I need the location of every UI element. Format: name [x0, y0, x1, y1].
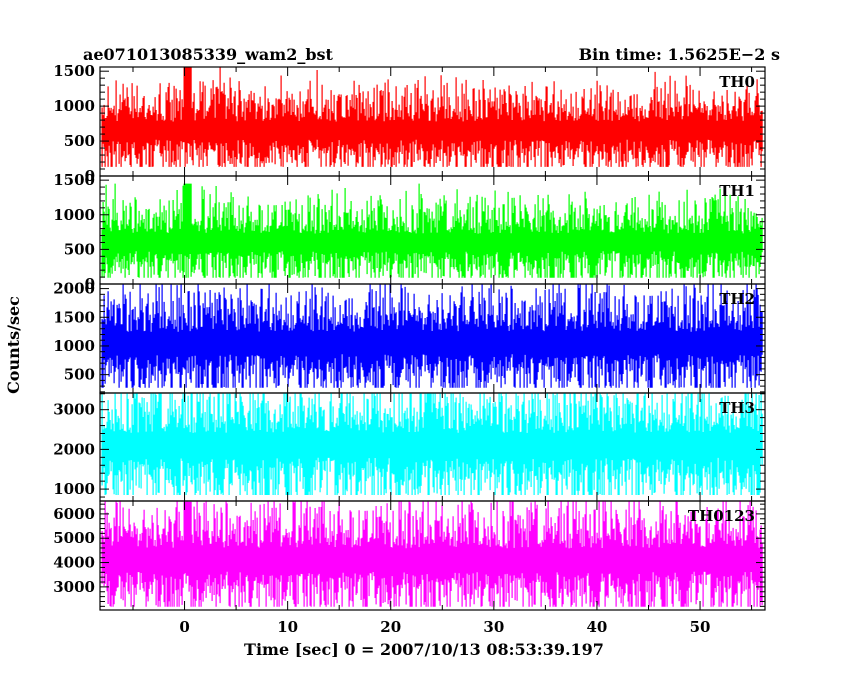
y-tick-label: 2000 [53, 440, 95, 458]
y-tick-label: 2000 [53, 280, 95, 298]
y-axis-label: Counts/sec [4, 296, 23, 394]
panels-group: 050010001500TH0050010001500TH15001000150… [53, 62, 766, 636]
series-th0123 [101, 501, 763, 607]
panel-frame-th0123 [99, 500, 766, 611]
x-tick-label: 10 [277, 618, 298, 636]
y-tick-label: 3000 [53, 401, 95, 419]
panel-label-th1: TH1 [719, 182, 755, 200]
x-tick-label: 30 [483, 618, 504, 636]
panel-label-th0: TH0 [719, 73, 755, 91]
series-th0 [101, 67, 763, 167]
y-tick-label: 500 [64, 132, 95, 150]
series-th2 [101, 284, 763, 388]
chart-title: ae071013085339_wam2_bst [83, 45, 334, 64]
y-tick-label: 1000 [53, 97, 95, 115]
y-tick-label: 4000 [53, 554, 95, 572]
y-tick-label: 3000 [53, 578, 95, 596]
y-tick-label: 1500 [53, 62, 95, 80]
panel-label-th0123: TH0123 [688, 507, 755, 525]
series-th1 [101, 183, 763, 278]
y-tick-label: 1000 [53, 337, 95, 355]
y-tick-label: 1000 [53, 480, 95, 498]
y-tick-label: 1500 [53, 308, 95, 326]
x-tick-label: 20 [380, 618, 401, 636]
y-tick-label: 500 [64, 240, 95, 258]
y-tick-label: 1500 [53, 171, 95, 189]
panel-label-th3: TH3 [719, 399, 755, 417]
y-tick-label: 6000 [53, 505, 95, 523]
y-tick-label: 0 [85, 167, 95, 185]
panel-label-th2: TH2 [719, 290, 755, 308]
x-axis-label: Time [sec] 0 = 2007/10/13 08:53:39.197 [244, 640, 604, 659]
x-tick-label: 40 [587, 618, 608, 636]
y-tick-label: 500 [64, 366, 95, 384]
series-th3 [101, 393, 763, 495]
y-tick-label: 0 [85, 275, 95, 293]
y-tick-label: 1000 [53, 206, 95, 224]
y-tick-label: 5000 [53, 529, 95, 547]
bin-time-label: Bin time: 1.5625E−2 s [579, 45, 780, 64]
x-tick-label: 50 [690, 618, 711, 636]
x-tick-label: 0 [179, 618, 189, 636]
